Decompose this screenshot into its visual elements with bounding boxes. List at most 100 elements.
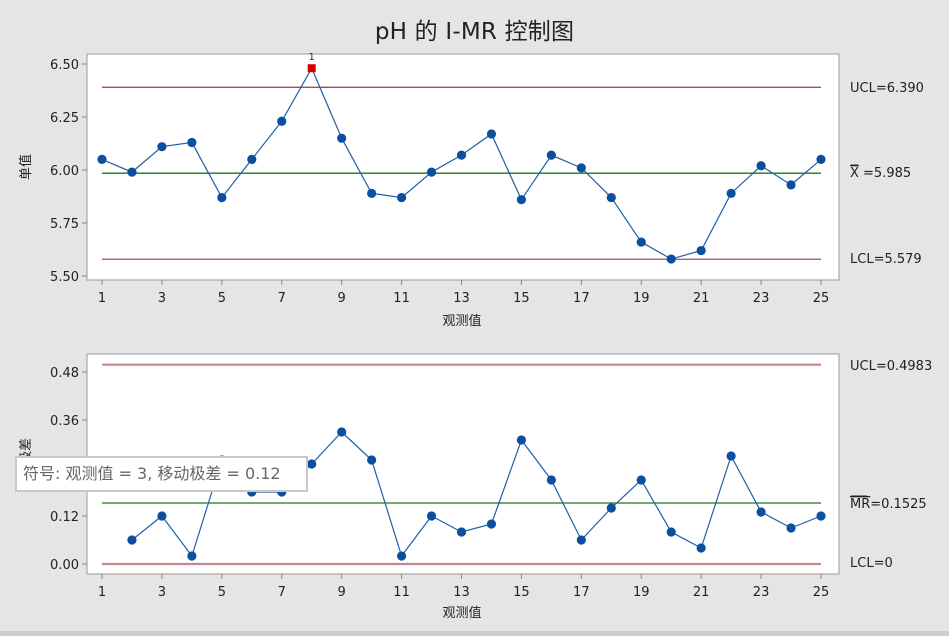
x-tick-label: 11 xyxy=(393,291,410,306)
x-tick-label: 1 xyxy=(98,291,106,306)
data-point-marker[interactable] xyxy=(816,511,826,521)
data-point-marker[interactable] xyxy=(157,511,167,521)
out-of-control-marker[interactable] xyxy=(307,64,316,73)
data-point-marker[interactable] xyxy=(786,180,796,190)
data-point-marker[interactable] xyxy=(546,475,556,485)
data-point-marker[interactable] xyxy=(486,129,497,139)
data-point-marker[interactable] xyxy=(516,195,527,205)
data-point-marker[interactable] xyxy=(426,167,437,177)
data-point-marker[interactable] xyxy=(486,519,497,529)
data-point-marker[interactable] xyxy=(756,507,766,517)
data-point-marker[interactable] xyxy=(726,451,736,461)
x-tick-label: 5 xyxy=(218,291,226,306)
x-axis-label: 观测值 xyxy=(442,605,481,621)
data-point-marker[interactable] xyxy=(277,116,287,126)
x-axis-label: 观测值 xyxy=(442,313,481,329)
data-point-marker[interactable] xyxy=(606,192,616,203)
data-point-marker[interactable] xyxy=(456,527,467,537)
y-tick-label: 5.50 xyxy=(50,270,79,285)
y-tick-label: 0.00 xyxy=(50,558,79,573)
x-tick-label: 11 xyxy=(393,585,410,600)
x-tick-label: 23 xyxy=(753,585,770,600)
ucl-label: UCL=0.4983 xyxy=(850,359,932,374)
x-tick-label: 19 xyxy=(633,585,650,600)
data-point-marker[interactable] xyxy=(396,192,407,203)
data-point-marker[interactable] xyxy=(666,254,676,264)
data-point-marker[interactable] xyxy=(247,154,257,164)
data-point-marker[interactable] xyxy=(396,551,407,561)
y-tick-label: 0.36 xyxy=(50,414,79,429)
center-value: =0.1525 xyxy=(870,497,926,512)
x-tick-label: 15 xyxy=(513,291,530,306)
data-point-marker[interactable] xyxy=(187,551,197,561)
x-tick-label: 1 xyxy=(98,585,106,600)
data-point-marker[interactable] xyxy=(816,154,826,164)
center-label: MR=0.1525 xyxy=(850,497,927,512)
data-point-tooltip: 符号: 观测值 = 3, 移动极差 = 0.12 xyxy=(15,456,308,492)
data-point-marker[interactable] xyxy=(576,535,586,545)
lcl-label: LCL=5.579 xyxy=(850,252,922,267)
data-point-marker[interactable] xyxy=(636,237,646,247)
plot-area xyxy=(86,53,840,281)
y-tick-label: 6.50 xyxy=(50,58,79,73)
x-tick-label: 9 xyxy=(338,291,346,306)
test-failure-label: 1 xyxy=(309,52,315,63)
x-tick-label: 19 xyxy=(633,291,650,306)
data-point-marker[interactable] xyxy=(696,543,706,553)
data-point-marker[interactable] xyxy=(576,163,586,173)
data-point-marker[interactable] xyxy=(157,142,167,152)
y-tick-label: 0.12 xyxy=(50,510,79,525)
x-tick-label: 13 xyxy=(453,291,470,306)
individual-chart-group: 5.505.756.006.256.501 3 5 7 9 11 13 15 17 19 21 23 2… xyxy=(18,52,924,329)
center-value: =5.985 xyxy=(859,166,911,181)
y-tick-label: 6.25 xyxy=(50,111,79,126)
data-point-marker[interactable] xyxy=(696,245,706,256)
y-tick-label: 6.00 xyxy=(50,164,79,179)
data-point-marker[interactable] xyxy=(307,459,317,469)
x-tick-label: 13 xyxy=(453,585,470,600)
center-label: X =5.985 xyxy=(850,166,911,181)
data-point-marker[interactable] xyxy=(456,150,467,160)
x-tick-label: 21 xyxy=(693,291,710,306)
data-point-marker[interactable] xyxy=(756,161,766,171)
x-tick-label: 7 xyxy=(278,585,286,600)
data-point-marker[interactable] xyxy=(97,154,107,164)
x-tick-label: 3 xyxy=(158,291,166,306)
data-point-marker[interactable] xyxy=(726,188,736,198)
data-point-marker[interactable] xyxy=(606,503,616,513)
y-tick-label: 5.75 xyxy=(50,217,79,232)
x-tick-label: 17 xyxy=(573,291,590,306)
ucl-label: UCL=6.390 xyxy=(850,81,924,96)
data-point-marker[interactable] xyxy=(516,435,527,445)
lcl-label: LCL=0 xyxy=(850,556,893,571)
data-point-marker[interactable] xyxy=(337,133,347,143)
x-tick-label: 15 xyxy=(513,585,530,600)
center-symbol: MR xyxy=(850,497,870,512)
window-bottom-edge xyxy=(0,631,949,636)
x-tick-label: 3 xyxy=(158,585,166,600)
data-point-marker[interactable] xyxy=(217,192,227,203)
data-point-marker[interactable] xyxy=(127,167,137,177)
x-tick-label: 9 xyxy=(338,585,346,600)
data-point-marker[interactable] xyxy=(367,455,377,465)
x-tick-label: 23 xyxy=(753,291,770,306)
data-point-marker[interactable] xyxy=(426,511,437,521)
data-point-marker[interactable] xyxy=(546,150,556,160)
data-point-marker[interactable] xyxy=(187,137,197,148)
data-point-marker[interactable] xyxy=(636,475,646,485)
x-tick-label: 5 xyxy=(218,585,226,600)
y-tick-label: 0.48 xyxy=(50,366,79,381)
x-tick-label: 17 xyxy=(573,585,590,600)
data-point-marker[interactable] xyxy=(786,523,796,533)
individual-chart: 5.505.756.006.256.501 3 5 7 9 11 13 15 17 19 21 23 2… xyxy=(18,52,924,329)
chart-title: pH 的 I-MR 控制图 xyxy=(374,19,575,45)
data-point-marker[interactable] xyxy=(367,188,377,198)
data-point-marker[interactable] xyxy=(127,535,137,545)
x-tick-label: 25 xyxy=(813,585,830,600)
x-tick-label: 7 xyxy=(278,291,286,306)
x-tick-label: 21 xyxy=(693,585,710,600)
data-point-marker[interactable] xyxy=(337,427,347,437)
data-point-marker[interactable] xyxy=(666,527,676,537)
